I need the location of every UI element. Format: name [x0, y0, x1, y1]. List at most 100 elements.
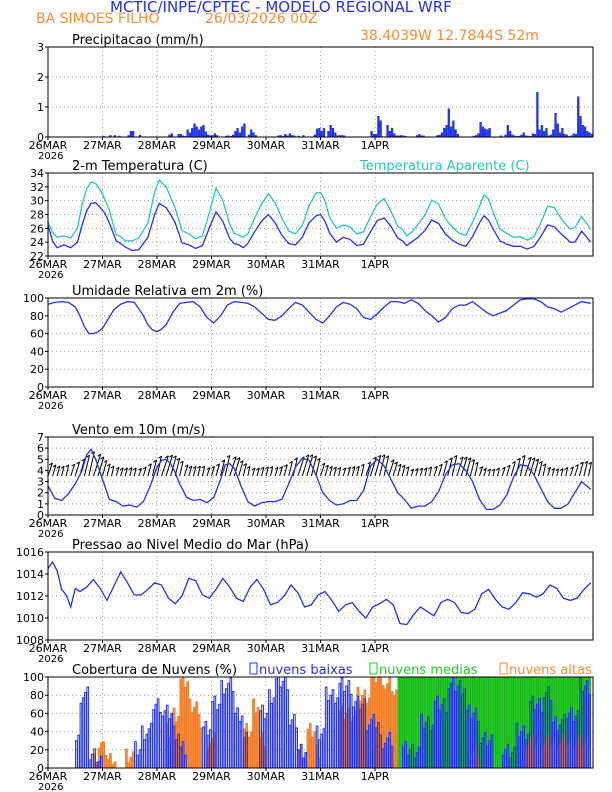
precip-bar: [388, 131, 391, 137]
precip-bar: [447, 108, 450, 137]
wind-barb-tip: [333, 466, 337, 470]
precip-bar: [118, 135, 121, 137]
wind-barb: [469, 459, 475, 477]
cloud-bar-high: [249, 731, 253, 769]
cloud-bar-high: [188, 698, 192, 769]
wind-barb-tip: [459, 456, 464, 460]
wind-barb-tip: [52, 464, 57, 468]
cloud-bar-low: [240, 715, 244, 769]
precip-xtick-label: 28MAR: [138, 139, 177, 152]
precip-bar: [586, 131, 589, 137]
rh-xtick-label: 28MAR: [138, 389, 177, 402]
pressure-title: Pressao ao Nivel Medio do Mar (hPa): [72, 538, 309, 553]
wind-barb-tip: [97, 453, 102, 457]
precip-bar: [504, 134, 507, 137]
pressure-xtick-label: 1APR: [361, 642, 390, 655]
precip-bar: [452, 120, 455, 137]
precip-bar: [179, 134, 182, 137]
wind-barb: [551, 468, 555, 477]
precip-bar: [290, 135, 294, 137]
precip-bar: [129, 131, 133, 137]
rh-ytick-label: 60: [30, 328, 44, 341]
wind-barb: [419, 467, 424, 477]
wind-panel: [45, 436, 594, 518]
wind-barb-tip: [138, 467, 142, 471]
precip-bar: [422, 135, 425, 137]
wind-barb-tip: [76, 461, 80, 465]
wind-barb: [83, 455, 91, 477]
precip-ytick-label: 3: [37, 41, 44, 54]
cloud-bar-low: [86, 686, 90, 769]
cloud-legend-label: nuvens altas: [509, 663, 592, 678]
wind-barb-tip: [313, 455, 317, 459]
wind-barb: [70, 463, 76, 477]
precip-bar: [313, 134, 316, 137]
wind-barb-tip: [381, 454, 386, 458]
cloud-bar-low: [81, 697, 85, 769]
cloud-bar-low: [231, 691, 235, 769]
precip-bar: [170, 133, 173, 137]
wind-barb: [242, 463, 247, 477]
wind-barb-tip: [128, 467, 133, 471]
wind-barb-tip: [184, 464, 189, 468]
wind-barb-tip: [305, 454, 310, 458]
wind-barb-tip: [274, 466, 279, 470]
wind-barb-tip: [428, 466, 432, 470]
precip-bar: [449, 126, 453, 137]
wind-title: Vento em 10m (m/s): [72, 423, 205, 438]
wind-barb: [320, 462, 326, 477]
wind-xtick-label: 31MAR: [301, 517, 340, 530]
precip-bar: [191, 128, 194, 137]
precip-bar: [538, 129, 541, 137]
cloud-bar-mid: [508, 676, 512, 769]
cloud-bar-low: [290, 719, 294, 769]
precip-bar: [113, 135, 117, 137]
wind-barb-tip: [453, 455, 458, 458]
temp-ytick-label: 34: [30, 167, 44, 180]
wind-barb: [415, 468, 419, 477]
precip-bar: [241, 126, 244, 137]
cloud-legend-swatch: [499, 662, 508, 675]
precip-bar: [227, 135, 230, 137]
wind-barb-tip: [555, 468, 559, 472]
cloud-bar-mid: [413, 676, 417, 769]
precip-bar: [318, 128, 321, 137]
cloud-bar-high: [195, 719, 199, 769]
temp-frame: [47, 172, 594, 257]
precip-bar: [563, 134, 566, 137]
wind-barb-tip: [516, 457, 521, 461]
temp-line-cyan: [47, 178, 592, 242]
cloud-bar-high: [131, 751, 135, 769]
wind-barb-tip: [423, 467, 428, 471]
temp-ytick-label: 32: [30, 181, 44, 194]
wind-barb-tip: [588, 461, 592, 465]
precip-bar: [181, 135, 185, 137]
precip-bar: [481, 126, 484, 137]
wind-barb: [406, 466, 410, 477]
wind-barb: [206, 467, 211, 477]
wind-barb: [447, 457, 453, 477]
cloud-legend-swatch: [369, 662, 378, 675]
wind-barb-tip: [284, 464, 288, 468]
wind-barb-tip: [172, 455, 177, 459]
cloud-bar-high: [247, 736, 251, 769]
wind-barb: [142, 466, 147, 477]
wind-barb-tip: [279, 466, 283, 469]
wind-barb-tip: [294, 457, 298, 461]
cloud-bar-high: [125, 748, 128, 769]
precip-bar: [132, 131, 135, 137]
cloud-bar-low: [272, 697, 276, 769]
temp-xtick-label: 29MAR: [192, 258, 231, 271]
temp-line-blue: [47, 202, 592, 252]
precip-bar: [561, 128, 564, 137]
clouds-ytick-label: 20: [30, 744, 44, 757]
wind-barb-tip: [463, 456, 468, 460]
wind-barb-tip: [551, 467, 555, 471]
cloud-bar-mid: [492, 676, 496, 769]
wind-barb-tip: [236, 457, 241, 460]
wind-barb-tip: [547, 466, 551, 470]
wind-barb: [351, 466, 356, 477]
cloud-bar-high: [395, 689, 398, 769]
wind-barb-tip: [124, 467, 128, 471]
clouds-ytick-label: 100: [23, 671, 44, 684]
